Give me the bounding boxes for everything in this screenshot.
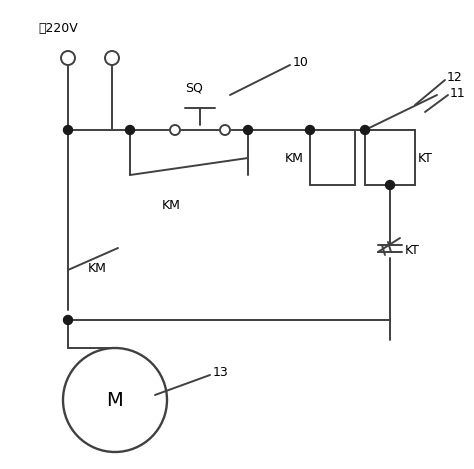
- Text: ～220V: ～220V: [38, 22, 78, 35]
- Circle shape: [361, 126, 370, 135]
- Circle shape: [64, 316, 73, 325]
- Circle shape: [306, 126, 315, 135]
- Text: 10: 10: [293, 55, 309, 68]
- Bar: [365, 130, 415, 185]
- Text: SQ: SQ: [185, 82, 203, 94]
- Text: KM: KM: [162, 198, 181, 212]
- Circle shape: [244, 126, 253, 135]
- Circle shape: [61, 51, 75, 65]
- Text: KM: KM: [88, 262, 107, 274]
- Text: KT: KT: [418, 151, 433, 165]
- Circle shape: [220, 125, 230, 135]
- Text: 11: 11: [450, 86, 466, 99]
- Text: 12: 12: [447, 70, 463, 83]
- Circle shape: [126, 126, 135, 135]
- Circle shape: [385, 181, 394, 189]
- Text: KM: KM: [285, 151, 304, 165]
- Circle shape: [64, 126, 73, 135]
- Text: KT: KT: [405, 243, 420, 257]
- Text: 13: 13: [213, 365, 229, 378]
- Circle shape: [105, 51, 119, 65]
- Circle shape: [170, 125, 180, 135]
- Text: M: M: [107, 391, 123, 409]
- Bar: [310, 130, 355, 185]
